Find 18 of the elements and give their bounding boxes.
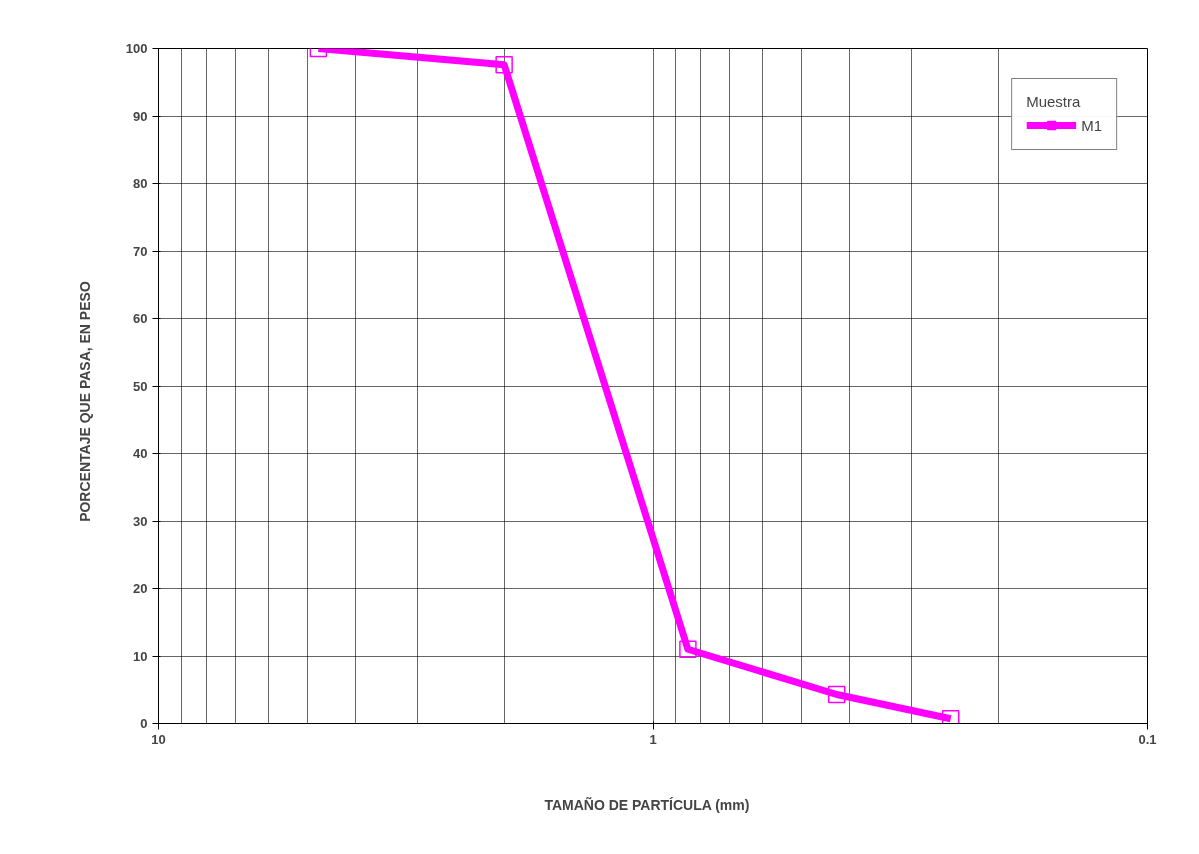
x-tick-label: 0.1 (1138, 731, 1157, 747)
y-tick-label: 10 (133, 648, 148, 664)
x-tick-label: 1 (649, 731, 657, 747)
y-tick-label: 20 (133, 581, 148, 596)
x-tick-label: 10 (151, 731, 166, 747)
y-tick-label: 30 (133, 513, 148, 529)
legend-title: Muestra (1026, 93, 1082, 110)
y-tick-label: 80 (133, 176, 148, 191)
y-tick-label: 0 (140, 716, 148, 731)
y-tick-label: 100 (125, 41, 148, 56)
y-tick-label: 40 (133, 446, 148, 461)
y-axis-title: PORCENTAJE QUE PASA, EN PESO (76, 281, 93, 522)
legend-label: M1 (1081, 116, 1102, 134)
y-tick-label: 70 (133, 243, 148, 259)
x-axis-title: TAMAÑO DE PARTÍCULA (mm) (544, 795, 750, 813)
y-tick-label: 60 (133, 311, 148, 326)
y-tick-label: 50 (133, 378, 148, 394)
y-tick-label: 90 (133, 108, 148, 124)
